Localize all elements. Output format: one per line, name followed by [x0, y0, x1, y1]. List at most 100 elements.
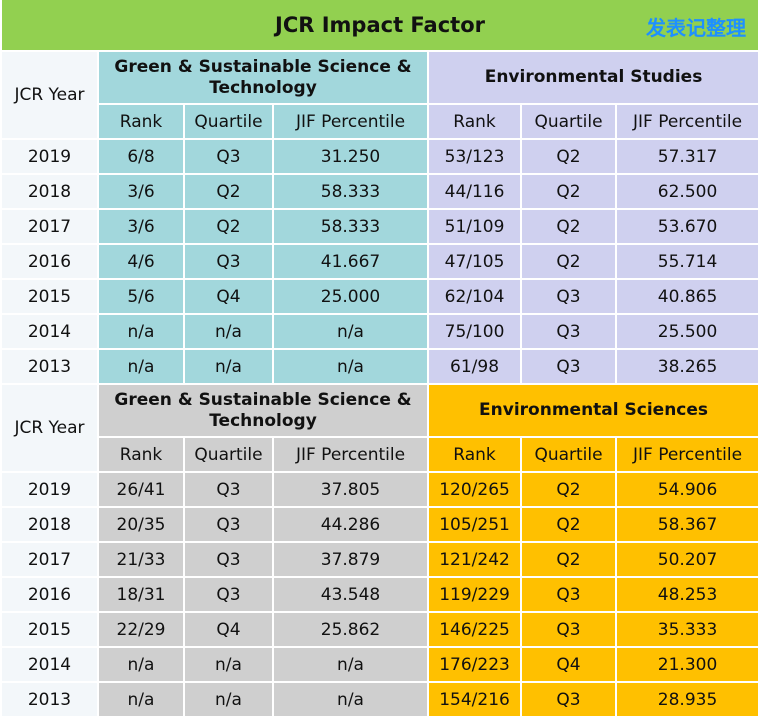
data-cell: 61/98 [429, 350, 521, 383]
year-cell: 2018 [2, 508, 97, 541]
data-cell: Q2 [522, 508, 616, 541]
year-cell: 2013 [2, 350, 97, 383]
data-cell: 57.317 [617, 140, 759, 173]
jcr-table: JCR Year Green & Sustainable Science & Te… [0, 50, 760, 718]
data-cell: 119/229 [429, 578, 521, 611]
data-cell: 62.500 [617, 175, 759, 208]
data-cell: n/a [185, 683, 272, 716]
data-cell: Q3 [185, 578, 272, 611]
column-header-row: Rank Quartile JIF Percentile Rank Quartile JI… [2, 105, 759, 138]
data-cell: Q3 [522, 315, 616, 348]
year-cell: 2017 [2, 543, 97, 576]
category-header: Green & Sustainable Science & Technology [99, 52, 428, 103]
data-cell: 44/116 [429, 175, 521, 208]
year-cell: 2014 [2, 315, 97, 348]
column-header: Quartile [522, 438, 616, 471]
year-cell: 2017 [2, 210, 97, 243]
category-header: Green & Sustainable Science & Technology [99, 385, 428, 436]
data-cell: 3/6 [99, 210, 183, 243]
data-cell: 37.805 [274, 473, 428, 506]
column-header: Rank [99, 105, 183, 138]
data-cell: 47/105 [429, 245, 521, 278]
category-header: Environmental Sciences [429, 385, 759, 436]
data-cell: n/a [99, 683, 183, 716]
data-cell: Q3 [522, 683, 616, 716]
data-cell: Q2 [522, 473, 616, 506]
data-cell: n/a [274, 648, 428, 681]
data-cell: Q3 [185, 245, 272, 278]
column-header: Rank [99, 438, 183, 471]
data-cell: Q3 [522, 280, 616, 313]
title-bar: JCR Impact Factor 发表记整理 [2, 0, 758, 50]
column-header: Rank [429, 105, 521, 138]
data-cell: Q4 [185, 613, 272, 646]
data-cell: 54.906 [617, 473, 759, 506]
data-cell: 6/8 [99, 140, 183, 173]
column-header: JIF Percentile [617, 438, 759, 471]
data-cell: 51/109 [429, 210, 521, 243]
column-header: Rank [429, 438, 521, 471]
year-cell: 2014 [2, 648, 97, 681]
year-cell: 2018 [2, 175, 97, 208]
data-cell: Q3 [185, 140, 272, 173]
section-header-row: JCR Year Green & Sustainable Science & Te… [2, 52, 759, 138]
data-cell: n/a [185, 648, 272, 681]
year-cell: 2019 [2, 473, 97, 506]
category-header: Environmental Studies [429, 52, 759, 103]
data-cell: 4/6 [99, 245, 183, 278]
year-cell: 2016 [2, 578, 97, 611]
data-cell: 48.253 [617, 578, 759, 611]
year-header: JCR Year [2, 385, 97, 471]
data-cell: Q3 [185, 543, 272, 576]
data-cell: Q2 [522, 175, 616, 208]
table-row: 2018 3/6 Q2 58.333 44/116 Q2 62.500 [2, 175, 759, 208]
table-row: 2013 n/a n/a n/a 154/216 Q3 28.935 [2, 683, 759, 716]
data-cell: Q3 [185, 508, 272, 541]
data-cell: 146/225 [429, 613, 521, 646]
table-row: 2019 6/8 Q3 31.250 53/123 Q2 57.317 [2, 140, 759, 173]
data-cell: n/a [185, 350, 272, 383]
data-cell: 41.667 [274, 245, 428, 278]
data-cell: 121/242 [429, 543, 521, 576]
data-cell: 58.333 [274, 175, 428, 208]
table-row: 2015 22/29 Q4 25.862 146/225 Q3 35.333 [2, 613, 759, 646]
year-cell: 2013 [2, 683, 97, 716]
data-cell: 31.250 [274, 140, 428, 173]
column-header-row: Rank Quartile JIF Percentile Rank Quartile JI… [2, 438, 759, 471]
data-cell: 5/6 [99, 280, 183, 313]
data-cell: 50.207 [617, 543, 759, 576]
data-cell: Q2 [522, 245, 616, 278]
column-header: Quartile [522, 105, 616, 138]
data-cell: n/a [99, 648, 183, 681]
year-cell: 2016 [2, 245, 97, 278]
data-cell: Q3 [522, 613, 616, 646]
table-row: 2017 21/33 Q3 37.879 121/242 Q2 50.207 [2, 543, 759, 576]
column-header: Quartile [185, 438, 272, 471]
data-cell: 26/41 [99, 473, 183, 506]
data-cell: n/a [99, 315, 183, 348]
data-cell: 53.670 [617, 210, 759, 243]
data-cell: Q2 [522, 140, 616, 173]
data-cell: 55.714 [617, 245, 759, 278]
data-cell: 37.879 [274, 543, 428, 576]
data-cell: 3/6 [99, 175, 183, 208]
data-cell: 40.865 [617, 280, 759, 313]
column-header: Quartile [185, 105, 272, 138]
data-cell: n/a [274, 683, 428, 716]
table-row: 2015 5/6 Q4 25.000 62/104 Q3 40.865 [2, 280, 759, 313]
data-cell: 25.000 [274, 280, 428, 313]
column-header: JIF Percentile [617, 105, 759, 138]
data-cell: 154/216 [429, 683, 521, 716]
table-row: 2014 n/a n/a n/a 176/223 Q4 21.300 [2, 648, 759, 681]
table-row: 2016 4/6 Q3 41.667 47/105 Q2 55.714 [2, 245, 759, 278]
data-cell: 21.300 [617, 648, 759, 681]
page-title: JCR Impact Factor [275, 13, 485, 37]
data-cell: 176/223 [429, 648, 521, 681]
table-row: 2017 3/6 Q2 58.333 51/109 Q2 53.670 [2, 210, 759, 243]
year-cell: 2015 [2, 280, 97, 313]
table-row: 2019 26/41 Q3 37.805 120/265 Q2 54.906 [2, 473, 759, 506]
data-cell: 58.333 [274, 210, 428, 243]
data-cell: Q4 [185, 280, 272, 313]
year-cell: 2015 [2, 613, 97, 646]
data-cell: Q2 [185, 210, 272, 243]
